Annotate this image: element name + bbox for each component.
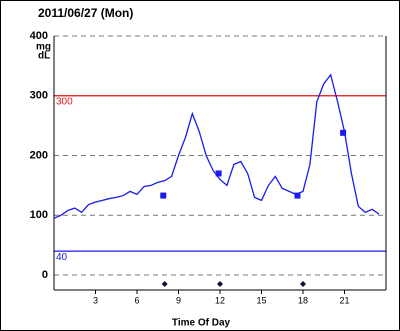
reading-point <box>340 129 347 136</box>
reference-label: 300 <box>56 96 73 107</box>
x-tick-label: 21 <box>339 295 349 305</box>
event-marker <box>217 281 223 287</box>
x-tick-label: 15 <box>256 295 266 305</box>
y-tick-label: 200 <box>30 149 48 161</box>
y-tick-label: 100 <box>30 209 48 221</box>
x-tick-label: 12 <box>215 295 225 305</box>
y-tick-label: 300 <box>30 90 48 102</box>
y-unit: mg <box>36 42 51 53</box>
reading-point <box>215 170 222 177</box>
y-tick-label: 0 <box>42 269 48 281</box>
x-tick-label: 6 <box>134 295 139 305</box>
y-unit: dL <box>38 51 50 62</box>
x-tick-label: 3 <box>93 295 98 305</box>
x-tick-label: 18 <box>298 295 308 305</box>
y-tick-label: 400 <box>30 30 48 42</box>
chart-title: 2011/06/27 (Mon) <box>38 6 133 20</box>
x-axis-label: Time Of Day <box>172 318 231 329</box>
reading-point <box>294 192 301 199</box>
event-marker <box>300 281 306 287</box>
reference-label: 40 <box>56 252 68 263</box>
x-tick-label: 9 <box>176 295 181 305</box>
reading-point <box>160 192 167 199</box>
event-marker <box>161 281 168 287</box>
